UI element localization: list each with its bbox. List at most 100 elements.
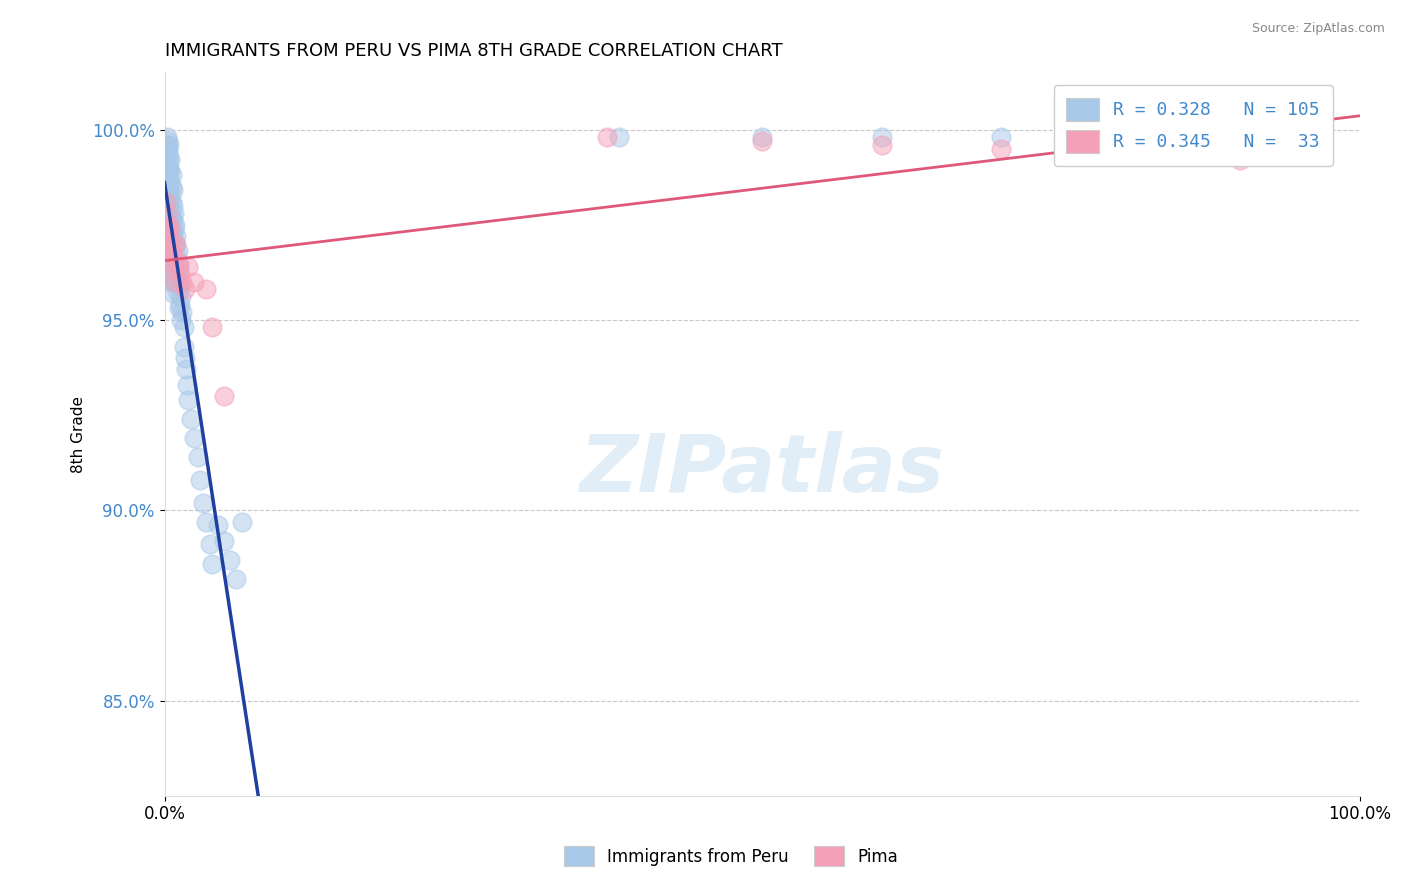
Point (157, 142, 180, 156)
Point (159, 176, 181, 190)
Point (159, 236, 181, 251)
Point (155, 161, 177, 175)
Point (157, 229, 180, 244)
Point (195, 515, 218, 529)
Point (195, 282, 218, 296)
Point (156, 179, 179, 194)
Point (751, 130, 773, 145)
Point (167, 301, 190, 316)
Point (163, 236, 186, 251)
Point (157, 172, 180, 186)
Point (162, 248, 184, 262)
Point (160, 225, 183, 239)
Point (156, 157, 179, 171)
Point (201, 320, 224, 334)
Point (157, 149, 180, 163)
Point (157, 233, 180, 247)
Point (990, 130, 1012, 145)
Point (173, 282, 195, 296)
Point (990, 142, 1012, 156)
Point (1229, 130, 1251, 145)
Point (157, 236, 180, 251)
Point (172, 305, 194, 319)
Legend: R = 0.328   N = 105, R = 0.345   N =  33: R = 0.328 N = 105, R = 0.345 N = 33 (1053, 85, 1333, 166)
Point (156, 137, 179, 152)
Text: ZIPatlas: ZIPatlas (579, 431, 945, 509)
Point (214, 533, 236, 548)
Point (1168, 130, 1191, 145)
Point (159, 256, 181, 270)
Point (160, 263, 183, 277)
Point (201, 557, 224, 571)
Point (1229, 153, 1251, 167)
Point (170, 313, 193, 327)
Point (166, 248, 188, 262)
Point (607, 130, 630, 145)
Point (157, 218, 180, 232)
Point (162, 286, 184, 301)
Point (157, 161, 180, 175)
Point (214, 389, 236, 403)
Point (157, 256, 180, 270)
Point (155, 199, 177, 213)
Point (167, 260, 190, 274)
Point (173, 339, 195, 353)
Point (191, 495, 214, 509)
Point (1109, 145, 1132, 160)
Point (751, 134, 773, 148)
Point (1288, 130, 1310, 145)
Point (157, 241, 180, 255)
Point (159, 221, 181, 235)
Point (157, 184, 180, 198)
Point (160, 256, 183, 270)
Point (157, 244, 180, 259)
Point (169, 267, 191, 281)
Point (165, 256, 187, 270)
Point (198, 537, 221, 551)
Point (169, 298, 191, 312)
Point (595, 130, 617, 145)
Point (159, 275, 181, 289)
Point (169, 275, 191, 289)
Point (160, 168, 183, 182)
Point (159, 206, 181, 220)
Point (160, 194, 183, 209)
Point (166, 256, 188, 270)
Point (157, 153, 180, 167)
Text: Source: ZipAtlas.com: Source: ZipAtlas.com (1251, 22, 1385, 36)
Point (162, 199, 184, 213)
Point (165, 275, 187, 289)
Point (157, 214, 180, 228)
Point (177, 260, 200, 274)
Point (162, 267, 184, 281)
Point (166, 244, 188, 259)
Point (870, 137, 893, 152)
Point (180, 412, 202, 426)
Point (174, 362, 197, 376)
Point (231, 515, 253, 529)
Point (187, 450, 209, 464)
Point (160, 179, 183, 194)
Point (156, 168, 179, 182)
Point (159, 221, 181, 235)
Point (156, 206, 179, 220)
Point (156, 206, 179, 220)
Point (1168, 149, 1191, 163)
Point (176, 377, 198, 392)
Point (1109, 130, 1132, 145)
Point (166, 229, 188, 244)
Point (157, 172, 180, 186)
Point (157, 229, 180, 244)
Point (165, 275, 187, 289)
Point (163, 275, 186, 289)
Point (870, 130, 893, 145)
Point (166, 236, 188, 251)
Point (172, 275, 194, 289)
Point (156, 130, 179, 145)
Point (162, 229, 184, 244)
Point (157, 161, 180, 175)
Point (183, 275, 205, 289)
Point (157, 137, 180, 152)
Point (163, 221, 186, 235)
Point (159, 164, 181, 178)
